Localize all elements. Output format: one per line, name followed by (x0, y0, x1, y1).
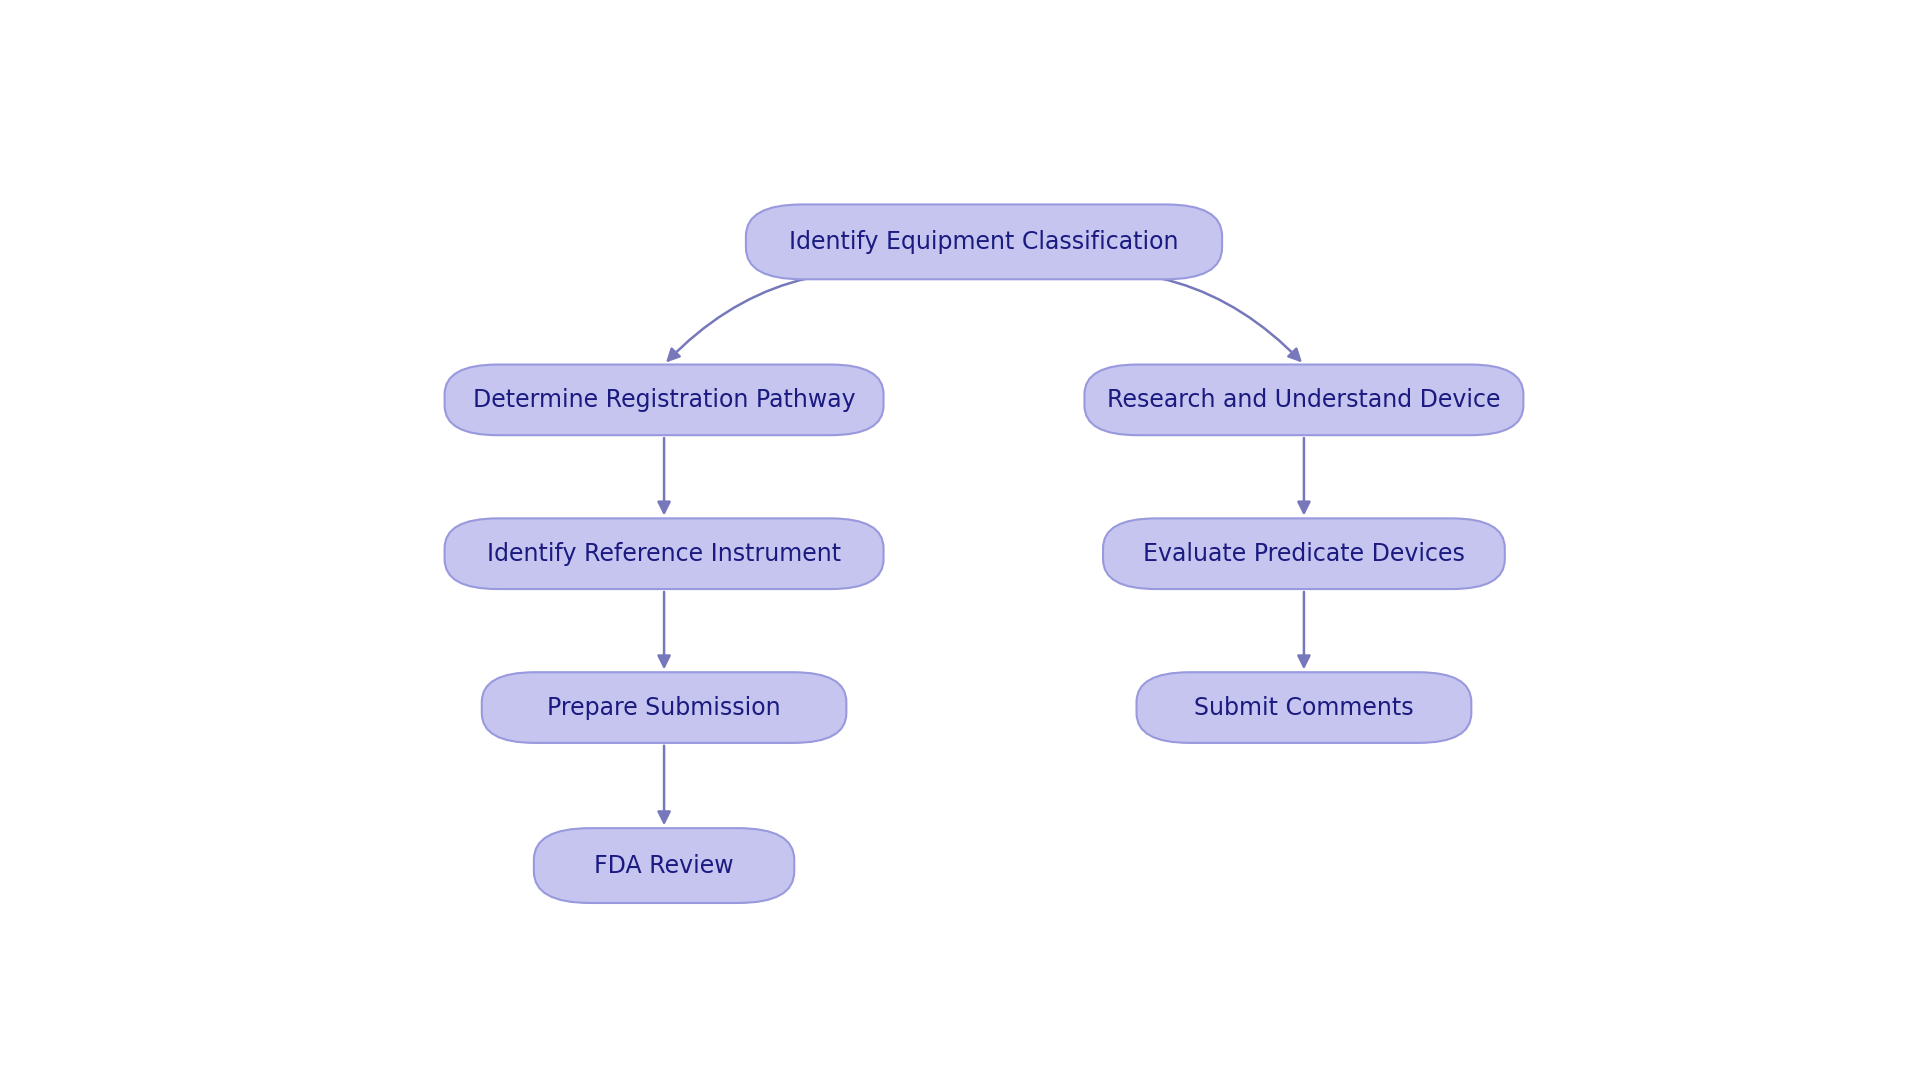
Text: Research and Understand Device: Research and Understand Device (1108, 388, 1501, 411)
FancyBboxPatch shape (1102, 518, 1505, 589)
FancyBboxPatch shape (745, 204, 1221, 280)
Text: Identify Equipment Classification: Identify Equipment Classification (789, 230, 1179, 254)
Text: Determine Registration Pathway: Determine Registration Pathway (472, 388, 856, 411)
Text: FDA Review: FDA Review (595, 853, 733, 878)
Text: Evaluate Predicate Devices: Evaluate Predicate Devices (1142, 542, 1465, 566)
FancyBboxPatch shape (482, 672, 847, 743)
Text: Submit Comments: Submit Comments (1194, 696, 1413, 719)
FancyBboxPatch shape (1085, 365, 1523, 435)
FancyBboxPatch shape (445, 365, 883, 435)
FancyBboxPatch shape (534, 828, 795, 903)
FancyBboxPatch shape (445, 518, 883, 589)
Text: Prepare Submission: Prepare Submission (547, 696, 781, 719)
FancyBboxPatch shape (1137, 672, 1471, 743)
Text: Identify Reference Instrument: Identify Reference Instrument (488, 542, 841, 566)
